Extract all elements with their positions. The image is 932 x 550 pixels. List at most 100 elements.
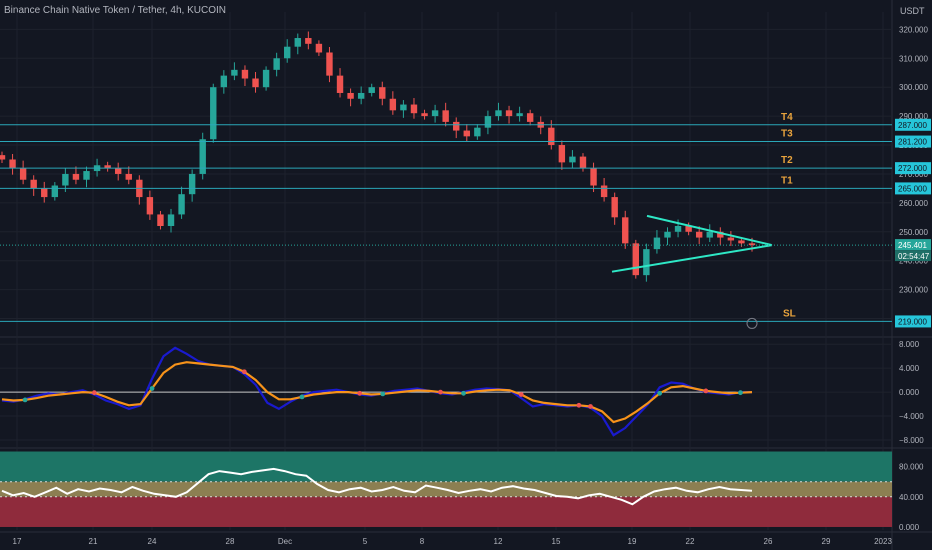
macd-cross-dot (438, 389, 443, 395)
candle-body (379, 87, 386, 99)
level-price-badge (895, 315, 931, 328)
level-price-label: 265.000 (898, 184, 927, 193)
macd-tick-label: −8.000 (899, 436, 924, 445)
candle-body (653, 237, 661, 250)
candle-body (674, 226, 682, 232)
candle-body (273, 58, 280, 70)
macd-cross-dot (703, 388, 709, 394)
candle-body (664, 231, 671, 238)
rsi-tick-label: 80.000 (899, 463, 924, 472)
candle-body (717, 231, 724, 238)
candle-body (484, 116, 492, 128)
level-tag-t2: T2 (781, 155, 793, 166)
last-price-label: 245.401 (898, 241, 927, 250)
candle-body (188, 173, 196, 195)
macd-cross-dot (380, 391, 386, 397)
candle-body (51, 185, 59, 198)
candle-body (558, 145, 566, 163)
macd-cross-dot (518, 392, 524, 397)
level-tag-sl: SL (783, 308, 796, 319)
candle-body (505, 110, 513, 117)
candle-body (9, 159, 16, 169)
price-tick-label: 270.000 (899, 170, 928, 179)
rsi-band (0, 496, 892, 527)
candle-body (548, 127, 555, 146)
macd-cross-dot (299, 394, 305, 400)
candle-body (252, 78, 259, 88)
time-tick-label: 12 (494, 537, 503, 546)
time-tick-label: 15 (552, 537, 561, 546)
price-tick-label: 320.000 (899, 25, 928, 34)
candle-body (326, 52, 333, 76)
candle-body (220, 75, 228, 88)
time-tick-label: 2023 (874, 537, 892, 546)
time-tick-label: 22 (686, 537, 695, 546)
candle-body (569, 156, 576, 163)
chart-title: Binance Chain Native Token / Tether, 4h,… (4, 5, 226, 16)
price-tick-label: 250.000 (899, 228, 928, 237)
candle-body (62, 173, 69, 186)
time-tick-label: 26 (764, 537, 773, 546)
price-tick-label: 290.000 (899, 112, 928, 121)
candle-body (368, 87, 375, 93)
candle-body (146, 197, 154, 215)
candle-body (284, 46, 291, 59)
rsi-band (0, 451, 892, 482)
rsi-tick-label: 40.000 (899, 493, 924, 502)
time-tick-label: 19 (628, 537, 637, 546)
candle-body (590, 168, 597, 186)
triangle-lower-line (611, 244, 773, 273)
candle-body (178, 194, 185, 215)
level-price-label: 281.200 (898, 138, 927, 147)
macd-cross-dot (576, 402, 582, 408)
countdown-label: 02:54:47 (898, 252, 930, 261)
candle-body (463, 130, 470, 137)
macd-tick-label: 4.000 (899, 364, 920, 373)
price-tick-label: 240.000 (899, 257, 928, 266)
candle-body (474, 127, 481, 137)
candle-body (526, 113, 534, 122)
candle-body (685, 226, 692, 232)
candle-body (114, 168, 122, 174)
candle-body (643, 249, 650, 276)
candle-body (305, 38, 312, 44)
candle-body (347, 92, 354, 99)
candle-body (516, 113, 523, 117)
candle-body (695, 231, 703, 238)
time-tick-label: 8 (420, 537, 425, 546)
candle-body (0, 155, 6, 160)
candle-body (727, 237, 735, 241)
candle-body (336, 75, 344, 93)
macd-tick-label: 8.000 (899, 340, 920, 349)
signal-line (1, 361, 753, 424)
macd-cross-dot (588, 404, 593, 409)
level-price-label: 272.000 (898, 164, 927, 173)
level-tag-t1: T1 (781, 175, 793, 186)
level-price-badge (895, 135, 931, 148)
candle-body (453, 121, 460, 131)
macd-cross-dot (357, 390, 363, 396)
candle-body (210, 87, 217, 140)
price-tick-label: 260.000 (899, 199, 928, 208)
candle-body (421, 113, 428, 117)
candle-body (748, 243, 756, 246)
macd-cross-dot (149, 386, 155, 391)
candle-body (19, 168, 27, 180)
candle-body (41, 188, 48, 198)
level-price-badge (895, 182, 931, 195)
time-tick-label: 29 (822, 537, 831, 546)
candle-body (738, 240, 745, 244)
candle-body (632, 243, 640, 276)
candle-body (231, 69, 238, 76)
macd-cross-dot (22, 397, 28, 403)
currency-label: USDT (900, 6, 925, 16)
macd-line (1, 346, 752, 437)
price-tick-label: 230.000 (899, 286, 928, 295)
candle-body (389, 98, 397, 111)
rsi-tick-label: 0.000 (899, 523, 920, 532)
candle-body (611, 197, 618, 218)
level-tag-t3: T3 (781, 129, 793, 140)
price-tick-label: 300.000 (899, 83, 928, 92)
candle-body (241, 69, 249, 79)
